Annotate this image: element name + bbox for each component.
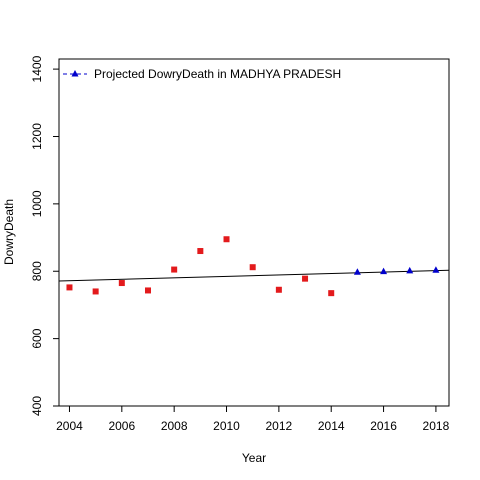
legend: Projected DowryDeath in MADHYA PRADESH [63, 67, 341, 81]
data-point-square [66, 284, 73, 291]
data-point-square [223, 236, 230, 243]
data-points [66, 236, 440, 297]
x-tick-label: 2004 [56, 419, 83, 433]
x-tick-label: 2014 [318, 419, 345, 433]
x-tick-label: 2018 [423, 419, 450, 433]
data-point-square [144, 287, 151, 294]
data-point-square [249, 264, 256, 271]
trend-line-group [58, 269, 450, 282]
legend-label: Projected DowryDeath in MADHYA PRADESH [94, 67, 341, 81]
y-tick-label: 1400 [30, 55, 44, 82]
data-point-triangle [432, 266, 440, 273]
x-axis-title: Year [242, 451, 266, 465]
x-tick-label: 2012 [266, 419, 293, 433]
y-tick-label: 600 [30, 328, 44, 348]
plot-frame [58, 58, 450, 407]
x-tick-label: 2008 [161, 419, 188, 433]
y-axis-title: DowryDeath [2, 199, 16, 265]
y-tick-label: 1000 [30, 190, 44, 217]
x-tick-label: 2010 [213, 419, 240, 433]
data-point-square [328, 290, 335, 297]
y-axis: 400 600 800 1000 1200 1400 [30, 55, 59, 416]
data-point-square [275, 286, 282, 293]
y-tick-label: 1200 [30, 123, 44, 150]
data-point-square [92, 288, 99, 295]
x-tick-label: 2016 [370, 419, 397, 433]
data-point-square [118, 280, 125, 287]
data-point-triangle [406, 266, 414, 274]
legend-triangle-icon [71, 70, 79, 77]
data-point-triangle [353, 268, 361, 275]
x-tick-label: 2006 [108, 419, 135, 433]
data-point-square [171, 266, 178, 273]
trend-line [58, 269, 450, 282]
y-tick-label: 800 [30, 261, 44, 281]
y-tick-label: 400 [30, 396, 44, 416]
data-point-triangle [380, 267, 388, 275]
x-axis: 2004 2006 2008 2010 2012 2014 2016 2018 [56, 406, 450, 433]
data-point-square [302, 275, 309, 282]
data-point-square [197, 248, 204, 255]
